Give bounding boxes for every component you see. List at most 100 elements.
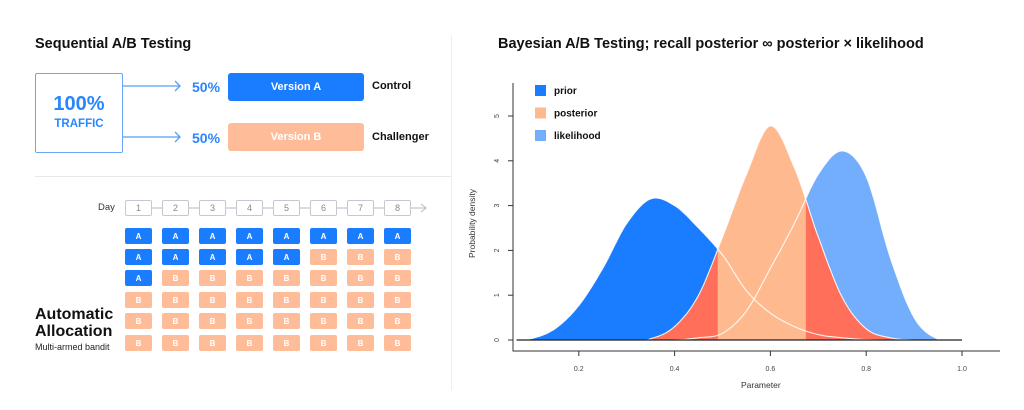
allocation-cell-b: B — [347, 292, 374, 308]
allocation-cell-b: B — [384, 335, 411, 351]
allocation-cell-b: B — [236, 292, 263, 308]
vertical-divider — [451, 35, 452, 390]
version-b-box: Version B — [228, 123, 364, 151]
bandit-title: Automatic Allocation — [35, 306, 113, 340]
allocation-cell-b: B — [162, 270, 189, 286]
bandit-subtitle: Multi-armed bandit — [35, 342, 110, 352]
arrow-icon — [123, 131, 181, 143]
allocation-cell-a: A — [273, 228, 300, 244]
allocation-cell-b: B — [273, 313, 300, 329]
allocation-cell-a: A — [384, 228, 411, 244]
allocation-cell-a: A — [236, 249, 263, 265]
day-box: 3 — [199, 200, 226, 216]
y-tick-label: 3 — [494, 204, 501, 208]
allocation-cell-a: A — [310, 228, 337, 244]
y-tick-label: 2 — [494, 248, 501, 252]
allocation-cell-a: A — [162, 249, 189, 265]
x-tick-label: 0.6 — [766, 366, 776, 373]
day-label: Day — [98, 202, 115, 213]
allocation-cell-a: A — [236, 228, 263, 244]
density-chart: 0.2 0.4 0.6 0.8 1.0 0 1 2 3 4 5 Parameter Probabilit… — [467, 83, 1000, 390]
split-arrows — [123, 80, 181, 143]
allocation-cell-a: A — [162, 228, 189, 244]
x-axis-label: Parameter — [741, 380, 781, 390]
allocation-cell-b: B — [384, 270, 411, 286]
x-tick-label: 1.0 — [957, 366, 967, 373]
chart-title: Bayesian A/B Testing; recall posterior ∞… — [498, 36, 924, 52]
day-box: 8 — [384, 200, 411, 216]
allocation-cell-b: B — [384, 249, 411, 265]
day-box: 6 — [310, 200, 337, 216]
allocation-cell-b: B — [125, 292, 152, 308]
posterior-line — [641, 125, 914, 341]
allocation-cell-b: B — [125, 313, 152, 329]
bandit-title-line1: Automatic — [35, 306, 114, 323]
allocation-cell-a: A — [199, 249, 226, 265]
allocation-cell-b: B — [384, 292, 411, 308]
allocation-cell-b: B — [347, 270, 374, 286]
legend-swatch-likelihood — [535, 130, 546, 141]
challenger-label: Challenger — [372, 131, 429, 143]
y-axis-label: Probability density — [467, 188, 477, 258]
control-label: Control — [372, 80, 412, 92]
bandit-title-line2: Allocation — [35, 323, 113, 340]
allocation-cell-b: B — [347, 313, 374, 329]
allocation-cell-b: B — [236, 335, 263, 351]
allocation-cell-b: B — [199, 335, 226, 351]
legend-swatch-posterior — [535, 107, 546, 119]
traffic-box: 100% TRAFFIC — [35, 73, 123, 153]
day-box: 1 — [125, 200, 152, 216]
traffic-value: 100% — [53, 93, 105, 115]
allocation-cell-b: B — [199, 292, 226, 308]
allocation-cell-b: B — [310, 292, 337, 308]
allocation-cell-b: B — [162, 335, 189, 351]
version-a-box: Version A — [228, 73, 364, 101]
allocation-cell-b: B — [273, 335, 300, 351]
y-tick-label: 4 — [494, 159, 501, 163]
allocation-cell-b: B — [236, 313, 263, 329]
legend-label-likelihood: likelihood — [554, 131, 601, 142]
arrow-icon — [123, 80, 181, 92]
sequential-title: Sequential A/B Testing — [35, 36, 192, 52]
split-a-percent: 50% — [192, 79, 221, 95]
prior-line — [516, 197, 891, 341]
allocation-cell-a: A — [125, 228, 152, 244]
allocation-cell-b: B — [236, 270, 263, 286]
prior-area — [516, 198, 891, 340]
y-tick-label: 0 — [494, 338, 501, 342]
axes — [512, 83, 1000, 352]
allocation-cell-a: A — [273, 249, 300, 265]
allocation-cell-a: A — [125, 249, 152, 265]
traffic-label: TRAFFIC — [54, 118, 104, 130]
allocation-cell-b: B — [273, 292, 300, 308]
allocation-cell-b: B — [162, 292, 189, 308]
legend-label-posterior: posterior — [554, 109, 597, 120]
allocation-cell-b: B — [347, 335, 374, 351]
allocation-cell-a: A — [125, 270, 152, 286]
y-tick-label: 5 — [494, 114, 501, 118]
allocation-cell-b: B — [199, 270, 226, 286]
x-tick-label: 0.8 — [861, 366, 871, 373]
allocation-cell-b: B — [310, 335, 337, 351]
allocation-cell-b: B — [273, 270, 300, 286]
day-box: 7 — [347, 200, 374, 216]
allocation-cell-b: B — [310, 270, 337, 286]
allocation-cell-b: B — [310, 313, 337, 329]
allocation-cell-a: A — [347, 228, 374, 244]
legend-swatch-prior — [535, 85, 546, 96]
allocation-cell-a: A — [199, 228, 226, 244]
split-b-percent: 50% — [192, 130, 221, 146]
y-tick-label: 1 — [494, 293, 501, 297]
horizontal-divider — [35, 176, 451, 177]
allocation-cell-b: B — [347, 249, 374, 265]
day-box: 2 — [162, 200, 189, 216]
allocation-cell-b: B — [384, 313, 411, 329]
x-tick-label: 0.4 — [670, 366, 680, 373]
legend-label-prior: prior — [554, 86, 577, 97]
posterior-area — [717, 125, 806, 340]
allocation-cell-b: B — [125, 335, 152, 351]
likelihood-line — [674, 150, 938, 341]
allocation-cell-b: B — [162, 313, 189, 329]
x-tick-label: 0.2 — [574, 366, 584, 373]
allocation-cell-b: B — [199, 313, 226, 329]
